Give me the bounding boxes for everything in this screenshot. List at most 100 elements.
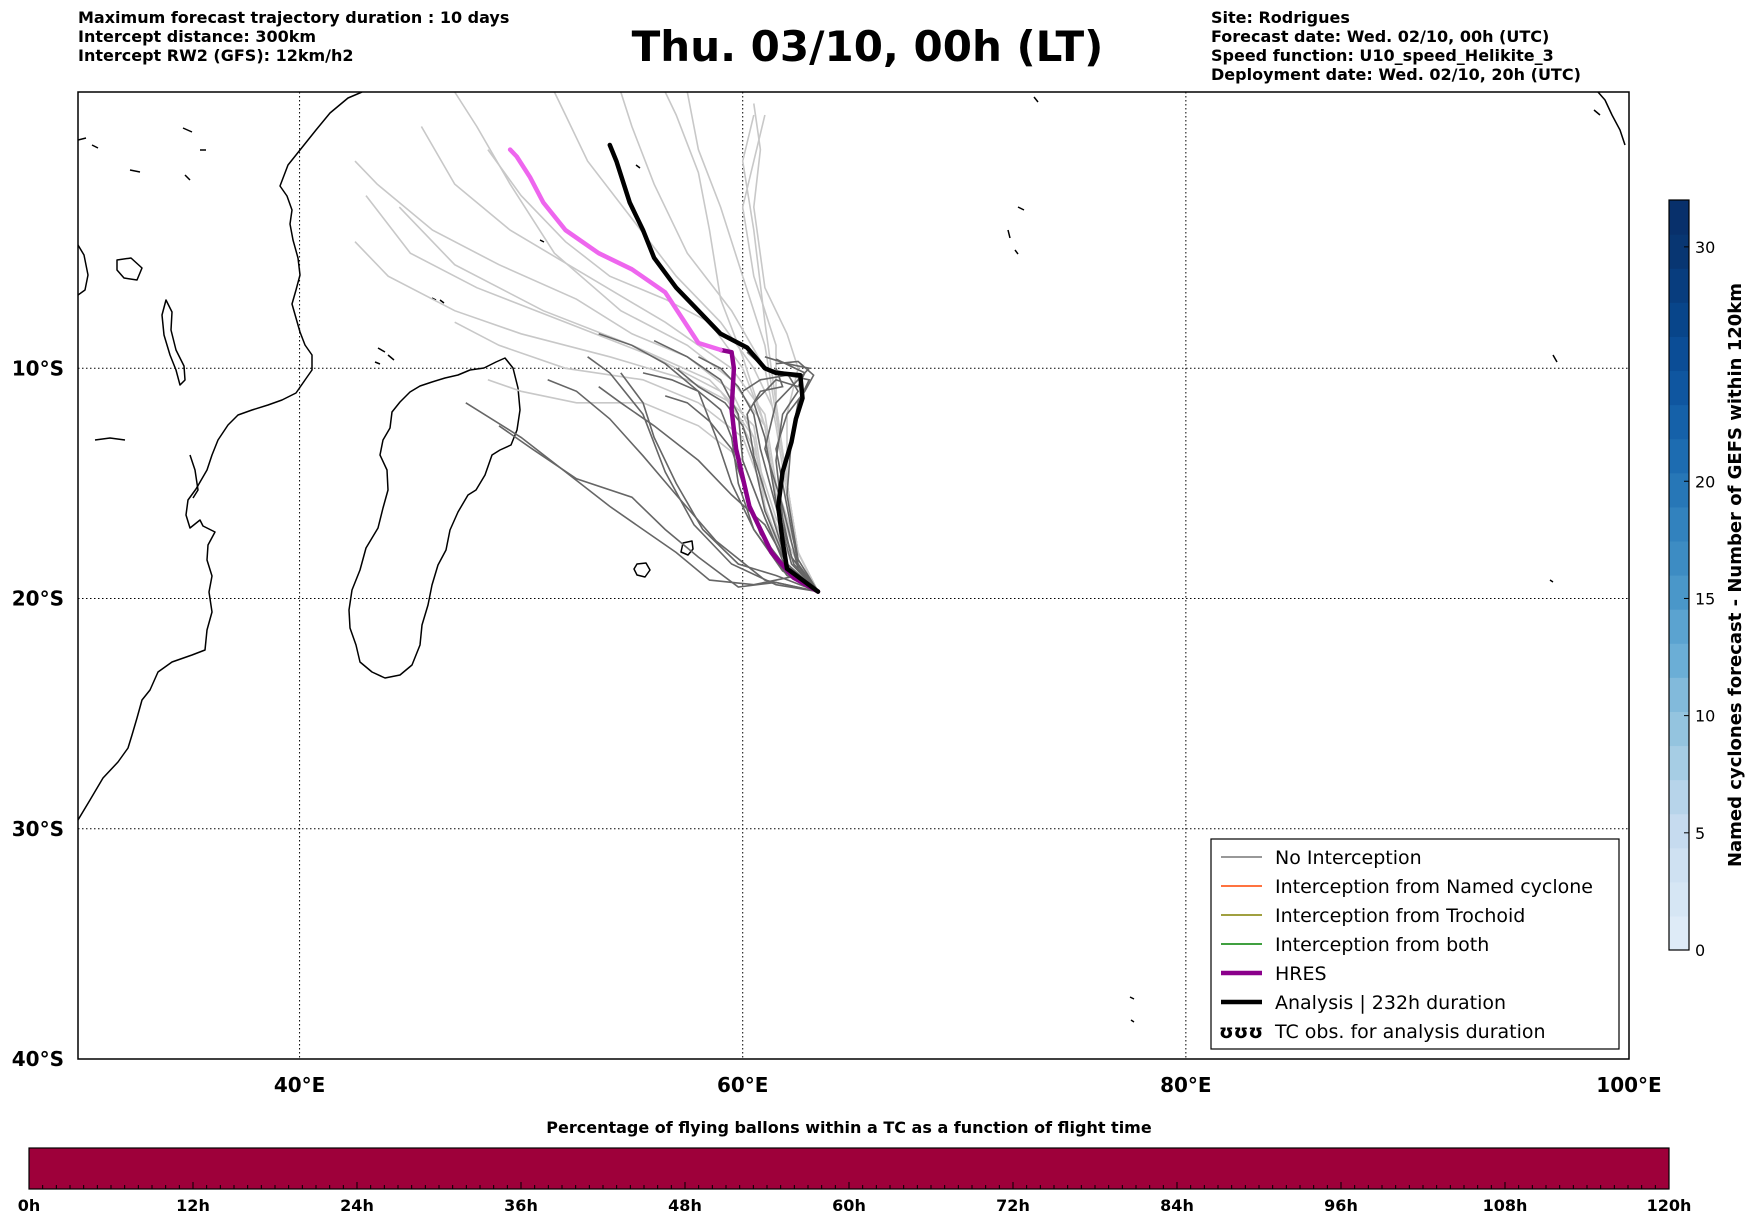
- coast-islets: [1129, 354, 1558, 1023]
- map-frame: [77, 91, 1630, 1060]
- colorbar-bottom: Percentage of flying ballons within a TC…: [18, 1118, 1692, 1215]
- colorbar-right-segment-19: [1669, 268, 1689, 303]
- lon-tick-label-2: 80°E: [1160, 1073, 1212, 1097]
- ensemble-track-dark-15: [742, 374, 819, 593]
- colorbar-bottom-tick-label-9: 108h: [1483, 1196, 1528, 1215]
- header-info-right: Site: Rodrigues Forecast date: Wed. 02/1…: [1211, 8, 1581, 84]
- ensemble-track-dark-10: [775, 360, 819, 593]
- legend-label-5: Analysis | 232h duration: [1275, 992, 1506, 1014]
- colorbar-right-segment-5: [1669, 745, 1689, 781]
- legend-box: [1210, 838, 1620, 1050]
- coast-seychelles: [431, 164, 641, 304]
- colorbar-right-segment-13: [1669, 472, 1689, 508]
- colorbar-bottom-tick-label-8: 96h: [1324, 1196, 1358, 1215]
- ensemble-track-dark-4: [653, 339, 819, 593]
- colorbar-right-segment-7: [1669, 677, 1689, 712]
- colorbar-right-tick-label-3: 15: [1695, 589, 1715, 608]
- colorbar-right-segment-10: [1669, 575, 1689, 610]
- ensemble-track-dark-14: [698, 356, 819, 593]
- legend: No Interception Interception from Named c…: [1210, 838, 1620, 1050]
- header-right-line-2: Forecast date: Wed. 02/10, 00h (UTC): [1211, 27, 1550, 46]
- colorbar-right: 0 5 10 15 20 30 Named cyclones forecast - Numb…: [1668, 199, 1746, 960]
- coast-australia-nw: [1593, 92, 1626, 146]
- coast-lake-malawi: [189, 454, 199, 499]
- coast-mauritius: [680, 540, 694, 556]
- colorbar-right-segment-3: [1669, 813, 1689, 849]
- lat-tick-label-3: 40°S: [12, 1047, 64, 1071]
- coast-madagascar: [348, 357, 521, 679]
- colorbar-right-segment-8: [1669, 643, 1689, 678]
- legend-label-6: TC obs. for analysis duration: [1274, 1021, 1546, 1043]
- coast-africa: [78, 92, 363, 821]
- header-left-line-3: Intercept RW2 (GFS): 12km/h2: [78, 46, 354, 65]
- colorbar-bottom-tick-label-10: 120h: [1647, 1196, 1692, 1215]
- colorbar-right-segment-9: [1669, 609, 1689, 644]
- trajectories: [354, 92, 821, 594]
- colorbar-right-segment-4: [1669, 779, 1689, 815]
- colorbar-right-segment-18: [1669, 302, 1689, 337]
- colorbar-right-segment-15: [1669, 404, 1689, 440]
- colorbar-bottom-tick-label-3: 36h: [504, 1196, 538, 1215]
- colorbar-right-label: Named cyclones forecast - Number of GEFS…: [1725, 283, 1746, 867]
- axis-labels: 40°E 60°E 80°E 100°E 10°S 20°S 30°S 40°S: [12, 356, 1662, 1097]
- colorbar-bottom-title: Percentage of flying ballons within a TC…: [546, 1118, 1152, 1137]
- colorbar-right-segment-6: [1669, 711, 1689, 747]
- ensemble-track-light-10: [487, 379, 819, 593]
- ensemble-track-light-15: [752, 103, 819, 592]
- coast-lake-tanganyika: [161, 299, 186, 386]
- legend-label-0: No Interception: [1275, 847, 1422, 869]
- colorbar-right-segment-11: [1669, 540, 1689, 576]
- colorbar-right-segment-20: [1669, 234, 1689, 269]
- lon-tick-label-3: 100°E: [1596, 1073, 1661, 1097]
- ensemble-track-dark-5: [764, 356, 819, 593]
- ensemble-tracks-light: [354, 92, 819, 593]
- colorbar-right-tick-label-5: 30: [1695, 238, 1715, 257]
- coast-reunion: [633, 562, 651, 578]
- lat-tick-label-1: 20°S: [12, 587, 64, 611]
- coast-chagos: [1007, 96, 1039, 255]
- colorbar-bottom-tick-label-7: 84h: [1160, 1196, 1194, 1215]
- lon-tick-label-1: 60°E: [717, 1073, 769, 1097]
- ensemble-track-dark-16: [620, 372, 819, 593]
- ensemble-track-light-13: [354, 160, 819, 593]
- coastlines: [78, 92, 1626, 1023]
- analysis-track: [607, 142, 821, 594]
- colorbar-bottom-tick-label-1: 12h: [176, 1196, 210, 1215]
- ensemble-track-dark-1: [547, 379, 819, 593]
- colorbar-right-segment-16: [1669, 370, 1689, 406]
- colorbar-right-tick-label-4: 20: [1695, 472, 1715, 491]
- colorbar-right-segment-14: [1669, 438, 1689, 474]
- hres-track-upper: [507, 147, 723, 353]
- coast-lakes-north: [78, 127, 206, 296]
- ensemble-track-dark-0: [498, 425, 819, 593]
- header-info-left: Maximum forecast trajectory duration : 1…: [78, 8, 509, 65]
- colorbar-right-segment-21: [1669, 200, 1689, 235]
- legend-label-2: Interception from Trochoid: [1275, 905, 1525, 927]
- legend-label-3: Interception from both: [1275, 934, 1489, 956]
- header-right-line-4: Deployment date: Wed. 02/10, 20h (UTC): [1211, 65, 1581, 84]
- coast-comoros: [374, 347, 395, 365]
- lon-tick-label-0: 40°E: [274, 1073, 326, 1097]
- colorbar-right-segment-2: [1669, 847, 1689, 883]
- header-right-line-1: Site: Rodrigues: [1211, 8, 1350, 27]
- legend-tc-symbol-icon: ʊʊʊ: [1219, 1021, 1263, 1043]
- colorbar-bottom-tick-label-6: 72h: [996, 1196, 1030, 1215]
- colorbar-right-segment-17: [1669, 336, 1689, 372]
- colorbar-right-segment-12: [1669, 506, 1689, 542]
- colorbar-right-tick-label-1: 5: [1695, 824, 1705, 843]
- coast-lake-victoria: [116, 257, 143, 281]
- ensemble-track-dark-12: [465, 402, 819, 593]
- legend-label-4: HRES: [1275, 963, 1327, 985]
- lat-tick-label-2: 30°S: [12, 817, 64, 841]
- colorbar-bottom-tick-label-2: 24h: [340, 1196, 374, 1215]
- colorbar-right-tick-label-0: 0: [1695, 941, 1705, 960]
- colorbar-right-tick-label-2: 10: [1695, 707, 1715, 726]
- colorbar-bottom-tick-label-5: 60h: [832, 1196, 866, 1215]
- header-right-line-3: Speed function: U10_speed_Helikite_3: [1211, 46, 1554, 65]
- header-left-line-1: Maximum forecast trajectory duration : 1…: [78, 8, 510, 27]
- page-title: Thu. 03/10, 00h (LT): [631, 22, 1104, 71]
- header-left-line-2: Intercept distance: 300km: [78, 27, 317, 46]
- colorbar-right-segment-1: [1669, 881, 1689, 917]
- colorbar-bottom-tick-label-4: 48h: [668, 1196, 702, 1215]
